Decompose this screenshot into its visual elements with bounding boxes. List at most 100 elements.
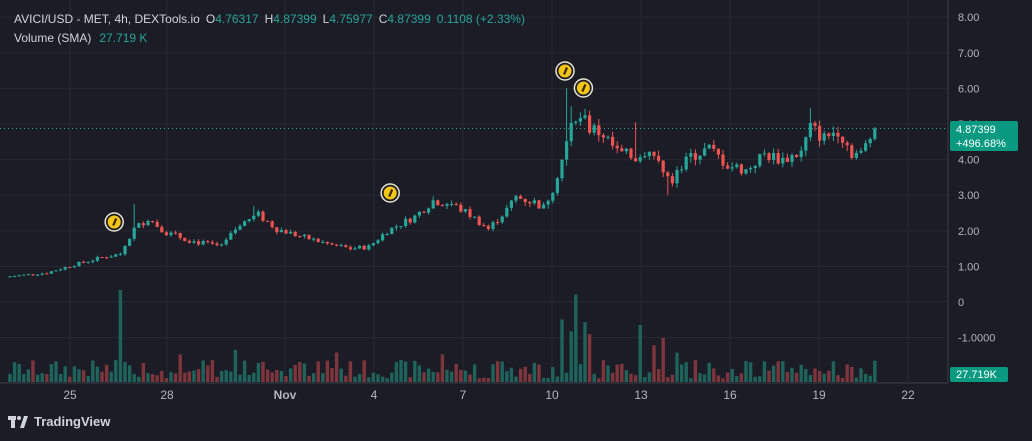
volume-bar xyxy=(440,354,445,382)
volume-bar xyxy=(804,369,808,382)
time-axis[interactable]: 25 28 Nov 4 7 10 13 16 19 22 xyxy=(63,388,915,402)
candle-body xyxy=(542,204,546,209)
candle-body xyxy=(298,236,302,238)
candle-body xyxy=(13,276,17,278)
volume-bar xyxy=(445,369,449,382)
volume-bar xyxy=(8,373,12,382)
price-tick-label: 6.00 xyxy=(958,83,979,95)
candle-body xyxy=(427,208,431,213)
candle-body xyxy=(36,274,40,276)
grid-lines xyxy=(0,0,948,383)
candle-body xyxy=(17,275,21,277)
volume-bar xyxy=(790,367,794,382)
volume-bar xyxy=(353,376,357,382)
candle-body xyxy=(160,226,164,233)
candle-body xyxy=(335,244,339,246)
volume-bar xyxy=(606,365,610,382)
volume-bar xyxy=(850,366,854,382)
volume-bar xyxy=(196,369,201,382)
candle-body xyxy=(689,153,693,157)
volume-bar xyxy=(472,364,477,382)
candle-body xyxy=(229,232,233,240)
volume-bar xyxy=(100,371,104,382)
price-tick-label: 1.00 xyxy=(958,261,979,273)
candle-body xyxy=(128,238,132,246)
volume-bar xyxy=(836,375,840,382)
candle-body xyxy=(445,203,449,206)
open-label: O xyxy=(205,12,216,26)
candle-body xyxy=(721,154,725,166)
high-value: 4.87399 xyxy=(273,12,317,26)
volume-bar xyxy=(137,376,141,382)
volume-bar xyxy=(293,364,297,382)
volume-bar xyxy=(454,363,458,382)
volume-label[interactable]: Volume (SMA) xyxy=(14,31,92,45)
candle-body xyxy=(247,219,251,222)
volume-bar xyxy=(279,370,284,382)
symbol-title[interactable]: AVICI/USD - MET, 4h, DEXTools.io xyxy=(14,12,200,26)
volume-bar xyxy=(684,362,688,382)
candle-body xyxy=(781,157,785,164)
candle-body xyxy=(822,133,826,141)
candle-body xyxy=(592,125,596,133)
candle-body xyxy=(523,198,527,203)
volume-bar xyxy=(229,371,233,382)
candle-body xyxy=(353,248,357,250)
volume-bar xyxy=(233,349,238,382)
volume-bar xyxy=(155,375,159,382)
tradingview-logo[interactable]: TradingView xyxy=(8,414,110,429)
candle-body xyxy=(367,245,371,250)
volume-bar xyxy=(132,374,136,382)
time-tick-label: 13 xyxy=(634,388,648,402)
candle-body xyxy=(8,276,12,278)
candle-body xyxy=(284,230,288,234)
candle-body xyxy=(491,222,495,230)
candle-body xyxy=(647,151,651,157)
volume-bar xyxy=(541,377,546,382)
candle-body xyxy=(178,232,182,238)
volume-bar xyxy=(583,322,587,382)
volume-bar xyxy=(633,375,638,382)
volume-bar xyxy=(693,360,698,382)
volume-bar xyxy=(146,373,150,382)
volume-bar xyxy=(518,368,523,382)
volume-bar xyxy=(334,352,339,382)
candle-body xyxy=(509,200,513,208)
candle-body xyxy=(606,136,610,138)
candle-body xyxy=(744,169,748,174)
volume-bar xyxy=(620,363,624,382)
volume-bar xyxy=(822,373,826,382)
volume-bar xyxy=(776,361,780,382)
low-label: L xyxy=(322,12,330,26)
volume-bar xyxy=(771,365,776,382)
candle-body xyxy=(183,237,187,241)
candle-body xyxy=(670,176,674,184)
candle-body xyxy=(26,274,30,276)
volume-bar xyxy=(725,372,730,382)
volume-bar xyxy=(785,371,790,382)
volume-bar xyxy=(54,361,58,382)
time-tick-label: Nov xyxy=(274,388,297,402)
candle-body xyxy=(325,241,329,244)
candle-body xyxy=(482,225,486,227)
candle-body xyxy=(611,136,615,146)
volume-bar xyxy=(344,375,348,382)
candle-body xyxy=(578,117,582,122)
time-tick-label: 22 xyxy=(901,388,915,402)
open-value: 4.76317 xyxy=(215,12,259,26)
candle-body xyxy=(463,209,467,212)
volume-bar xyxy=(91,360,95,382)
volume-bar xyxy=(799,364,803,382)
volume-bar xyxy=(17,363,21,382)
volume-bar xyxy=(26,369,31,382)
volume-bar xyxy=(385,378,389,382)
price-axis[interactable]: 8.007.006.005.004.003.002.001.000-1.0000 xyxy=(958,12,995,344)
candle-body xyxy=(422,211,426,213)
volume-bar xyxy=(813,368,817,382)
candle-body xyxy=(141,223,145,226)
volume-bar xyxy=(275,369,279,382)
volume-bar xyxy=(449,371,454,382)
candle-body xyxy=(293,231,297,237)
volume-bar xyxy=(307,375,311,382)
